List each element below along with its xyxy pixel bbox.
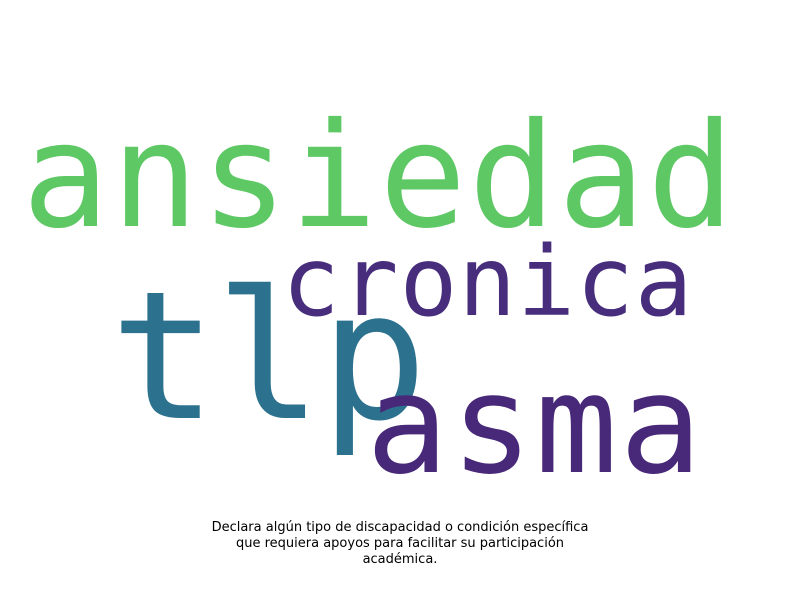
caption-line-2: que requiera apoyos para facilitar su pa…: [235, 536, 565, 551]
word-asma: asma: [366, 346, 704, 505]
caption-line-1: Declara algún tipo de discapacidad o con…: [211, 520, 589, 535]
caption-line-3: académica.: [362, 552, 438, 567]
word-tlp: tlp: [110, 253, 427, 460]
word-ansiedad: ansiedad: [22, 92, 737, 261]
figure-caption: Declara algún tipo de discapacidad o con…: [190, 520, 610, 568]
word-cronica: cronica: [282, 226, 694, 338]
